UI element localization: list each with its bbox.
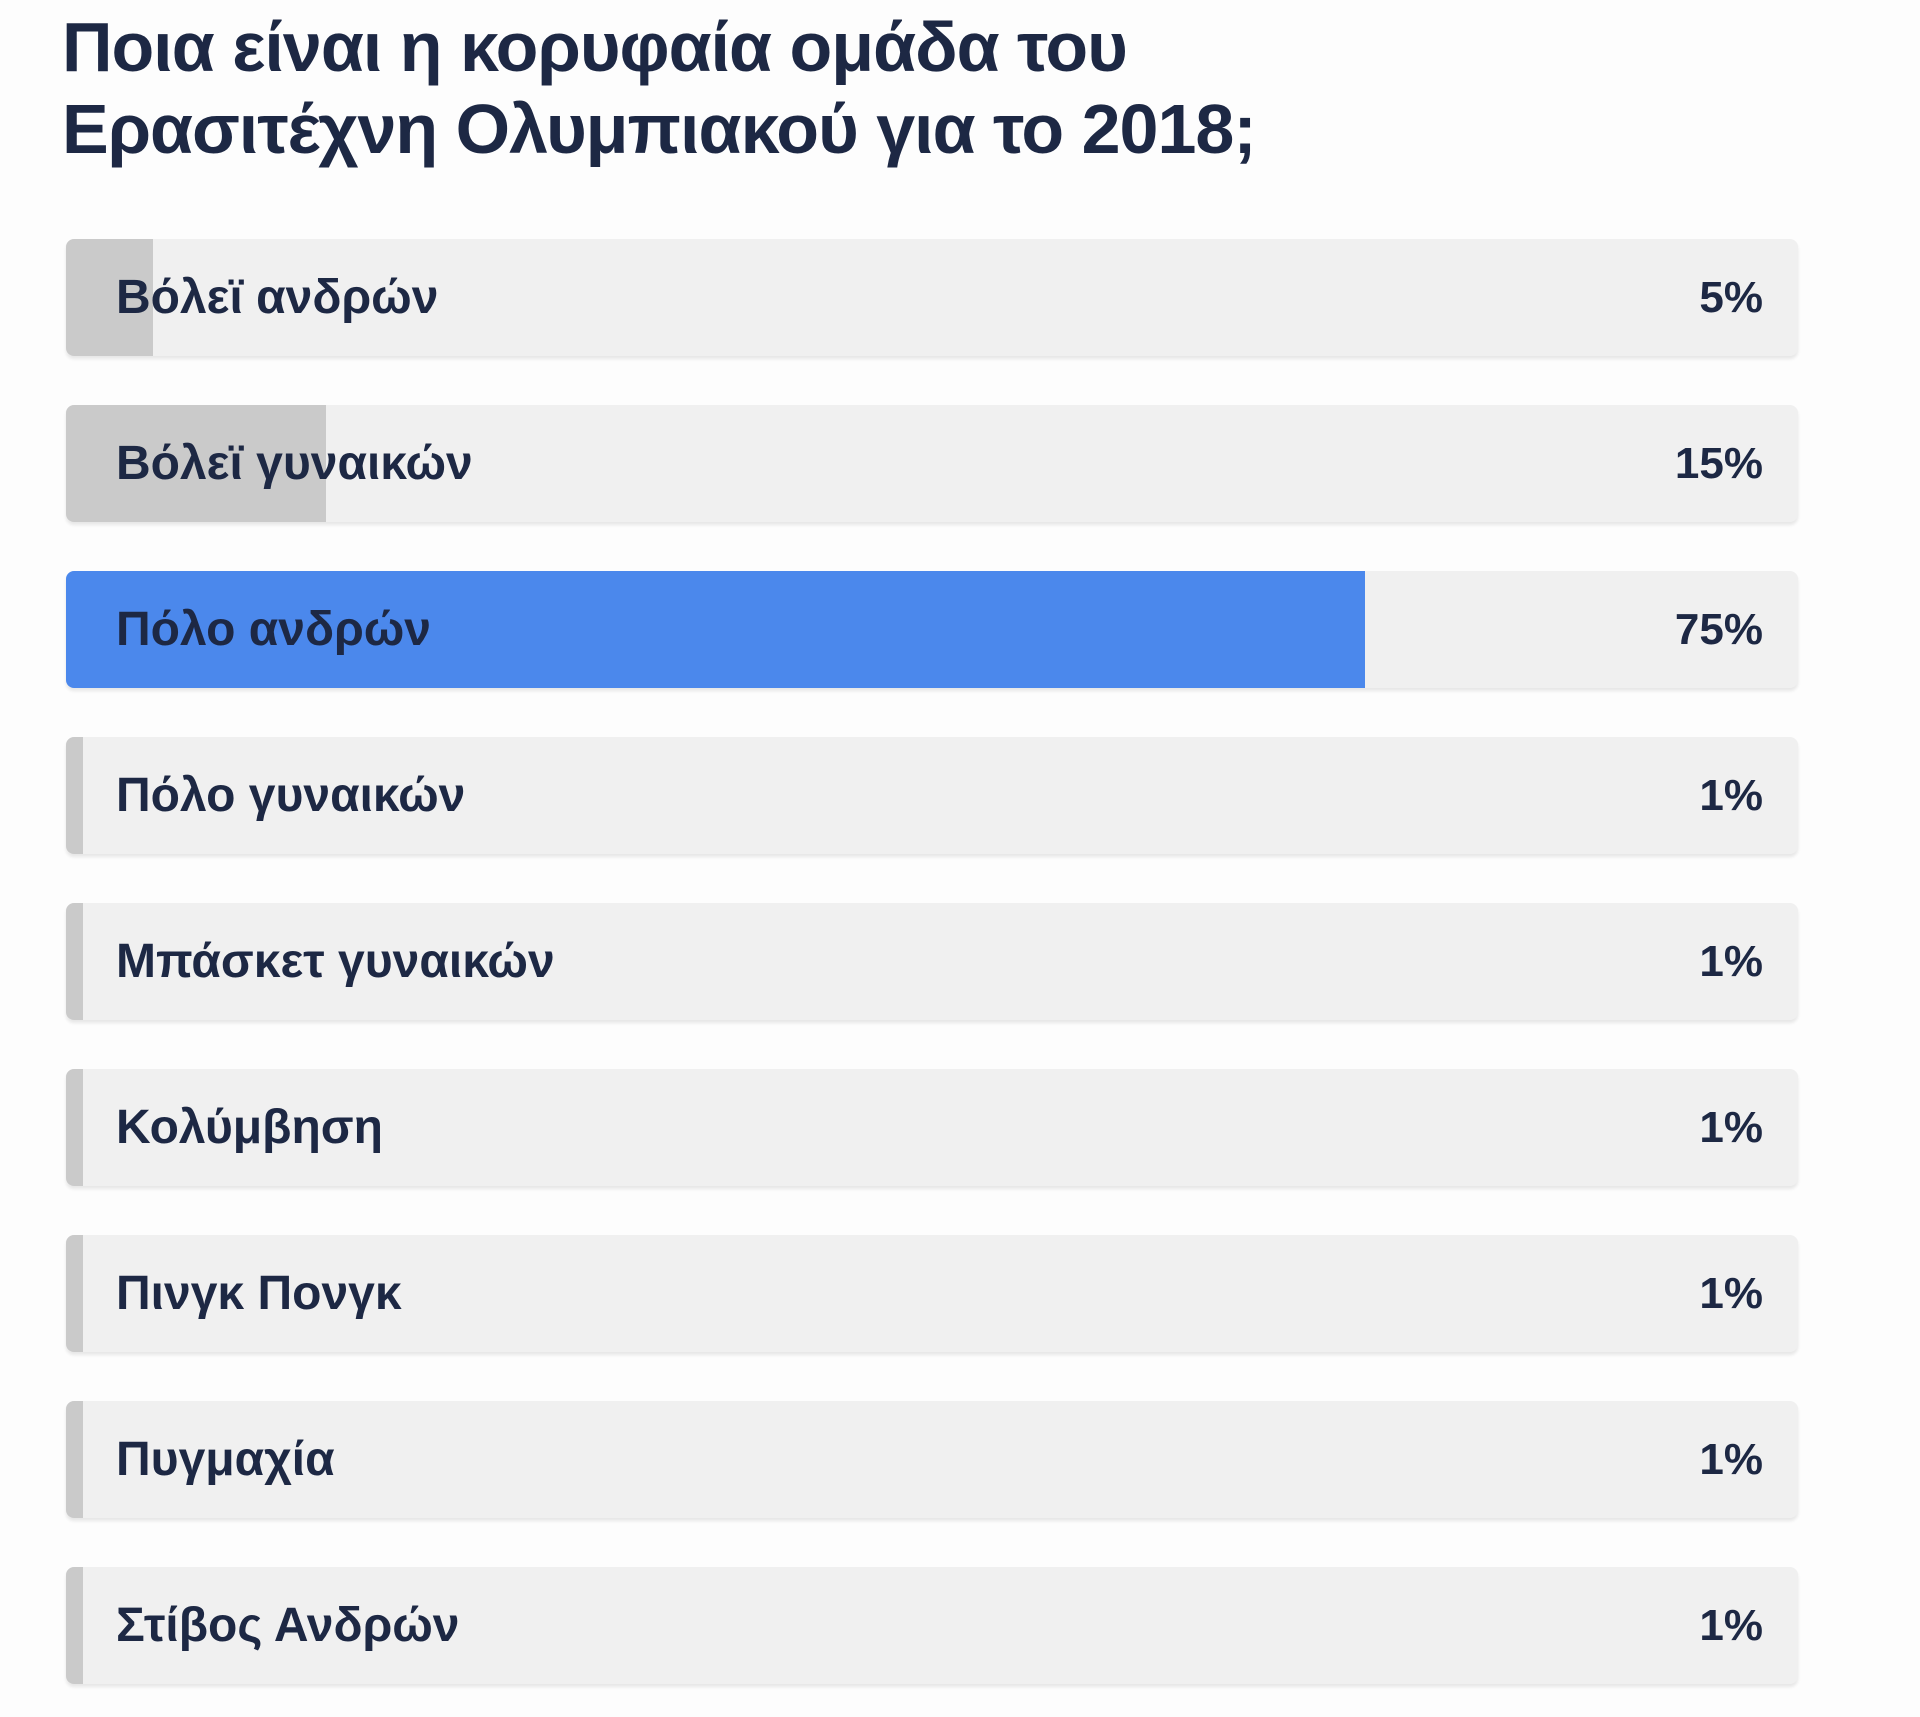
option-percent: 1% bbox=[1699, 1268, 1763, 1318]
poll-option-row[interactable]: Βόλεϊ γυναικών 15% bbox=[66, 405, 1798, 522]
option-label: Κολύμβηση bbox=[116, 1101, 383, 1154]
option-fill-bar bbox=[66, 903, 84, 1020]
option-fill-bar bbox=[66, 1235, 84, 1352]
option-label: Πυγμαχία bbox=[116, 1433, 335, 1486]
option-percent: 1% bbox=[1699, 770, 1763, 820]
poll-option-row[interactable]: Στίβος Ανδρών 1% bbox=[66, 1567, 1798, 1684]
option-percent: 1% bbox=[1699, 1102, 1763, 1152]
option-label: Μπάσκετ γυναικών bbox=[116, 935, 555, 988]
poll-option-row[interactable]: Πυγμαχία 1% bbox=[66, 1401, 1798, 1518]
option-label: Βόλεϊ ανδρών bbox=[116, 271, 439, 324]
poll-title-line-2: Ερασιτέχνη Ολυμπιακού για το 2018; bbox=[62, 90, 1257, 168]
poll-option-row[interactable]: Μπάσκετ γυναικών 1% bbox=[66, 903, 1798, 1020]
option-percent: 1% bbox=[1699, 1434, 1763, 1484]
poll-option-row[interactable]: Κολύμβηση 1% bbox=[66, 1069, 1798, 1186]
option-percent: 1% bbox=[1699, 936, 1763, 986]
option-percent: 75% bbox=[1674, 604, 1763, 654]
poll-option-row[interactable]: Βόλεϊ ανδρών 5% bbox=[66, 239, 1798, 356]
option-label: Στίβος Ανδρών bbox=[116, 1599, 460, 1652]
poll-question-title: Ποια είναι η κορυφαία ομάδα του Ερασιτέχ… bbox=[62, 6, 1257, 170]
option-percent: 1% bbox=[1699, 1600, 1763, 1650]
option-percent: 15% bbox=[1674, 438, 1763, 488]
option-percent: 5% bbox=[1699, 272, 1763, 322]
poll-option-row[interactable]: Πόλο γυναικών 1% bbox=[66, 737, 1798, 854]
option-fill-bar bbox=[66, 571, 1365, 688]
option-fill-bar bbox=[66, 737, 84, 854]
poll-title-line-1: Ποια είναι η κορυφαία ομάδα του bbox=[62, 8, 1128, 86]
option-label: Πόλο γυναικών bbox=[116, 769, 466, 822]
option-fill-bar bbox=[66, 1567, 84, 1684]
option-fill-bar bbox=[66, 1401, 84, 1518]
option-fill-bar bbox=[66, 239, 153, 356]
poll-results-list: Βόλεϊ ανδρών 5% Βόλεϊ γυναικών 15% Πόλο … bbox=[66, 239, 1798, 1717]
poll-option-row[interactable]: Πινγκ Πονγκ 1% bbox=[66, 1235, 1798, 1352]
option-label: Πινγκ Πονγκ bbox=[116, 1267, 402, 1320]
option-fill-bar bbox=[66, 405, 326, 522]
option-fill-bar bbox=[66, 1069, 84, 1186]
option-label: Βόλεϊ γυναικών bbox=[116, 437, 473, 490]
poll-option-row[interactable]: Πόλο ανδρών 75% bbox=[66, 571, 1798, 688]
option-label: Πόλο ανδρών bbox=[116, 603, 431, 656]
